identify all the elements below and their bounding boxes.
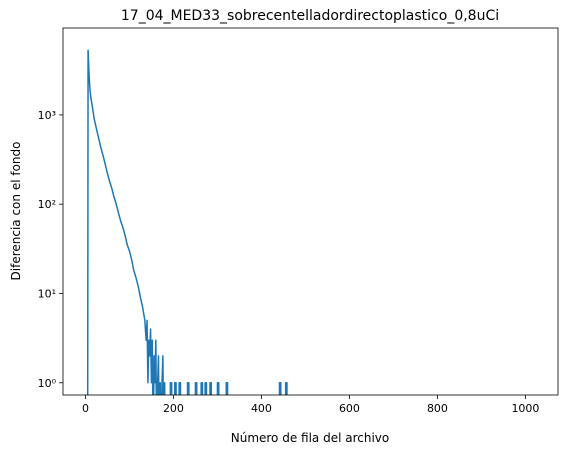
x-tick-label: 600 <box>339 402 360 415</box>
y-axis-label: Diferencia con el fondo <box>9 142 23 281</box>
axes-frame <box>62 27 559 396</box>
y-tick-label: 10³ <box>38 109 56 122</box>
y-tick-label: 10⁰ <box>38 377 57 390</box>
data-line <box>86 49 288 395</box>
x-tick-label: 800 <box>427 402 448 415</box>
x-tick-label: 0 <box>82 402 89 415</box>
x-tick-label: 1000 <box>511 402 539 415</box>
y-tick-label: 10² <box>38 198 56 211</box>
y-tick-label: 10¹ <box>38 287 56 300</box>
x-tick-label: 200 <box>163 402 184 415</box>
plot-area <box>86 49 288 395</box>
x-tick-label: 400 <box>251 402 272 415</box>
x-axis-label: Número de fila del archivo <box>231 431 390 445</box>
chart-title: 17_04_MED33_sobrecentelladordirectoplast… <box>121 8 499 24</box>
